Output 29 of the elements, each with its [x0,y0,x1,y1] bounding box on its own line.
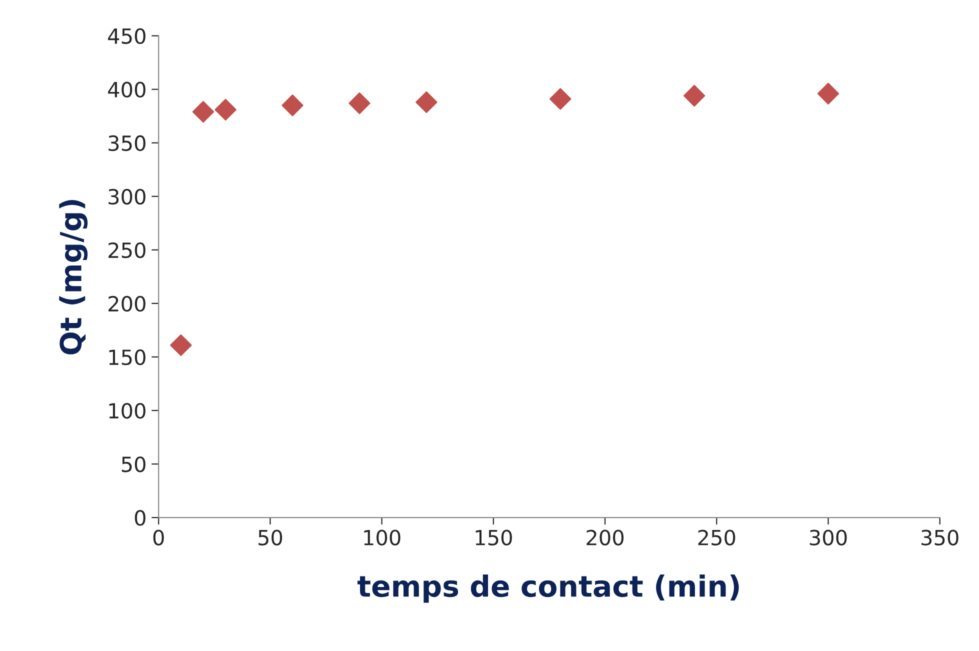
y-tick-label: 300 [108,188,146,205]
x-tick-label: 50 [258,530,282,546]
point [416,91,438,114]
point [683,84,706,107]
x-tick-label: 0 [153,530,164,546]
x-tick-label: 100 [364,530,400,546]
y-tick-label: 450 [108,28,146,44]
y-tick-label: 350 [108,135,146,152]
point [817,82,840,104]
x-tick-label: 300 [810,530,847,546]
x-tick-label: 250 [698,530,736,546]
point [549,88,572,110]
y-axis-title: Qt (mg/g) [59,200,88,354]
y-tick-label: 400 [108,82,146,98]
x-tick-label: 150 [476,530,512,546]
x-axis-title: temps de contact (min) [357,574,739,603]
y-tick-label: 200 [108,296,146,312]
x-tick-label: 350 [922,530,958,546]
point [192,100,214,123]
y-tick-label: 150 [109,349,146,366]
point [214,98,236,121]
y-tick-label: 0 [134,510,146,526]
point [348,92,370,114]
y-tick-label: 250 [108,242,146,258]
x-tick-label: 200 [586,530,624,546]
point [282,94,304,116]
y-tick-label: 50 [122,456,146,472]
point [170,334,192,356]
y-tick-label: 100 [109,402,146,419]
